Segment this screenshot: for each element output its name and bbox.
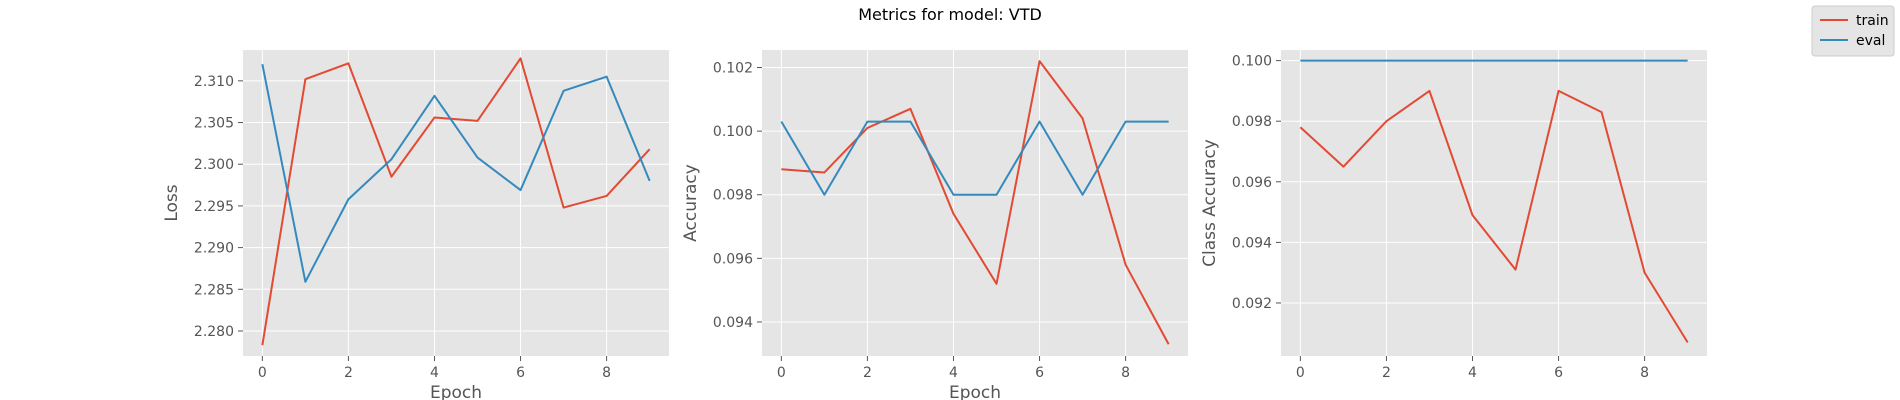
subplot-2: 0.094 0.096 0.098 0.100 0.102 0 2 4 6 8 Epoch Accur… <box>681 50 1188 400</box>
ytick-label: 0.100 <box>1232 54 1272 70</box>
plot-background <box>243 50 669 356</box>
ytick-label: 2.290 <box>194 241 234 257</box>
xtick-label: 4 <box>949 365 958 381</box>
ytick-label: 2.295 <box>194 199 234 215</box>
xtick-label: 8 <box>602 365 611 381</box>
ytick-label: 2.310 <box>194 74 234 90</box>
xtick-label: 6 <box>516 365 525 381</box>
xtick-label: 2 <box>1382 365 1391 381</box>
ytick-label: 0.094 <box>713 315 753 331</box>
xtick-label: 4 <box>1468 365 1477 381</box>
xtick-label: 0 <box>1296 365 1305 381</box>
y-axis-label: Accuracy <box>681 164 701 242</box>
subplot-3: 0.092 0.094 0.096 0.098 0.100 0 2 4 6 8 Class Accu… <box>1200 50 1707 381</box>
y-axis-label: Loss <box>162 184 182 221</box>
xtick-label: 8 <box>1640 365 1649 381</box>
figure-title: Metrics for model: VTD <box>858 5 1042 24</box>
ytick-label: 0.096 <box>1232 175 1272 191</box>
ytick-label: 0.102 <box>713 60 753 76</box>
x-axis-label: Epoch <box>949 383 1001 400</box>
xtick-label: 0 <box>777 365 786 381</box>
ytick-label: 0.098 <box>713 188 753 204</box>
series-line-eval <box>780 120 1169 196</box>
series-line-train <box>1299 89 1689 343</box>
xtick-label: 2 <box>344 365 353 381</box>
ytick-label: 2.280 <box>194 324 234 340</box>
legend-label-eval: eval <box>1856 33 1885 49</box>
xtick-label: 6 <box>1554 365 1563 381</box>
series-line-eval <box>261 63 651 283</box>
ytick-label: 0.100 <box>713 124 753 140</box>
xtick-label: 6 <box>1035 365 1044 381</box>
ytick-label: 2.285 <box>194 282 234 298</box>
xtick-label: 4 <box>430 365 439 381</box>
xtick-label: 0 <box>258 365 267 381</box>
subplots: 2.280 2.285 2.290 2.295 2.300 2.305 2.310 0 2 4 6 8… <box>162 50 1707 400</box>
ytick-label: 0.098 <box>1232 114 1272 130</box>
plot-background <box>762 50 1188 356</box>
ytick-label: 2.300 <box>194 157 234 173</box>
legend-label-train: train <box>1856 13 1889 29</box>
xtick-label: 8 <box>1121 365 1130 381</box>
figure-legend: train eval <box>1811 5 1895 57</box>
legend-box <box>1811 5 1895 57</box>
ytick-label: 0.092 <box>1232 296 1272 312</box>
ytick-label: 2.305 <box>194 116 234 132</box>
y-axis-label: Class Accuracy <box>1200 139 1220 267</box>
ytick-label: 0.094 <box>1232 235 1272 251</box>
xtick-label: 2 <box>863 365 872 381</box>
series-line-train <box>781 60 1170 345</box>
ytick-label: 0.096 <box>713 251 753 267</box>
plot-background <box>1281 50 1707 356</box>
subplot-1: 2.280 2.285 2.290 2.295 2.300 2.305 2.310 0 2 4 6 8… <box>162 50 669 400</box>
x-axis-label: Epoch <box>430 383 482 400</box>
series-line-train <box>261 57 651 346</box>
